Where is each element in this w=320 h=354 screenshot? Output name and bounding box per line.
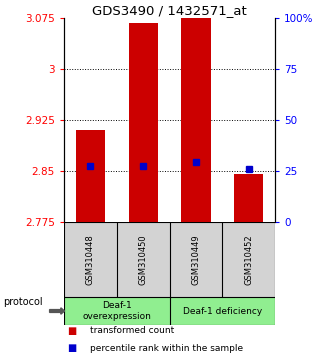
Text: GSM310448: GSM310448 [86,234,95,285]
Text: Deaf-1
overexpression: Deaf-1 overexpression [82,301,151,321]
Bar [76,130,105,222]
Text: percentile rank within the sample: percentile rank within the sample [90,344,243,353]
Bar [170,222,222,297]
Bar [64,297,170,325]
Text: GSM310450: GSM310450 [139,234,148,285]
Text: ■: ■ [67,343,76,353]
Text: ■: ■ [67,326,76,336]
Title: GDS3490 / 1432571_at: GDS3490 / 1432571_at [92,4,247,17]
Bar [181,18,211,222]
Bar [170,297,275,325]
Bar [234,175,263,222]
Bar [222,222,275,297]
Bar [117,222,170,297]
Text: transformed count: transformed count [90,326,174,335]
Text: Deaf-1 deficiency: Deaf-1 deficiency [183,307,262,315]
Bar [129,23,158,222]
Text: protocol: protocol [3,297,43,308]
Text: GSM310452: GSM310452 [244,234,253,285]
Text: GSM310449: GSM310449 [191,234,201,285]
Bar [64,222,117,297]
